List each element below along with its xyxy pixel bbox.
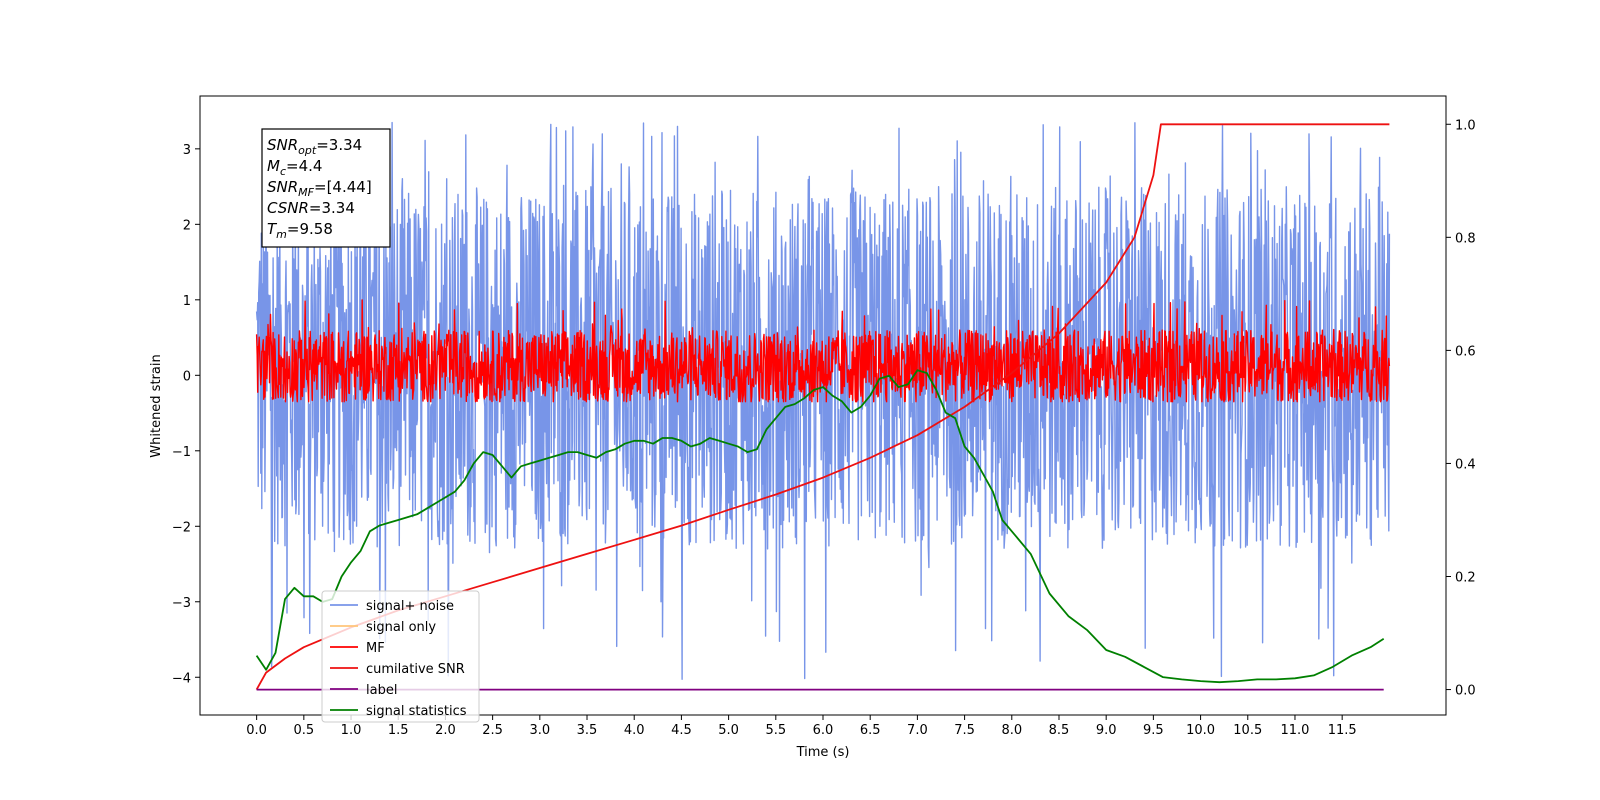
annotation-value: =3.34	[316, 136, 362, 154]
x-tick-label: 3.5	[577, 723, 598, 738]
y2-tick-label: 0.8	[1455, 231, 1476, 246]
y-axis-left: 3 2 1 0 −1 −2 −3 −4	[172, 143, 200, 686]
x-tick-label: 4.5	[671, 723, 692, 738]
x-tick-label: 5.0	[718, 723, 739, 738]
y2-tick-label: 0.6	[1455, 344, 1476, 359]
y-tick-label: −2	[172, 520, 191, 535]
y-tick-label: 1	[183, 294, 191, 309]
y-tick-label: 3	[183, 143, 191, 158]
annotation-value: =3.34	[309, 199, 355, 217]
x-tick-label: 7.0	[907, 723, 928, 738]
x-tick-label: 7.5	[954, 723, 975, 738]
annotation-value: =9.58	[287, 220, 333, 238]
x-tick-label: 0.5	[293, 723, 314, 738]
x-tick-label: 9.5	[1143, 723, 1164, 738]
legend-label: signal statistics	[366, 704, 467, 719]
x-tick-label: 9.0	[1096, 723, 1117, 738]
annotation-subscript: MF	[298, 186, 314, 199]
x-tick-label: 5.5	[765, 723, 786, 738]
x-tick-label: 1.5	[388, 723, 409, 738]
annotation-symbol: T	[267, 220, 278, 238]
y-axis-label: Whitened strain	[149, 354, 164, 457]
x-tick-label: 10.5	[1233, 723, 1262, 738]
series-signal-statistics	[255, 369, 1385, 684]
y-tick-label: −3	[172, 596, 191, 611]
annotation-line: Tm=9.58	[267, 220, 333, 241]
legend-box	[321, 590, 480, 723]
y-tick-label: 0	[183, 369, 191, 384]
legend-label: signal+ noise	[366, 599, 454, 614]
legend-label: MF	[366, 641, 385, 656]
legend-label: cumilative SNR	[366, 662, 465, 677]
x-axis-label: Time (s)	[796, 745, 850, 760]
annotation-value: =4.4	[286, 157, 322, 175]
annotation-value: =[4.44]	[314, 178, 372, 196]
annotation-subscript: c	[280, 165, 286, 178]
legend-item: signal only	[330, 620, 436, 635]
y-tick-label: −1	[172, 445, 191, 460]
x-tick-label: 11.0	[1280, 723, 1309, 738]
annotation-symbol: CSNR	[267, 199, 309, 217]
x-tick-label: 1.0	[341, 723, 362, 738]
legend: signal+ noise signal only MF cumilative SNR…	[321, 590, 480, 723]
series-signal-noise	[255, 121, 1391, 680]
series-mf	[255, 299, 1391, 403]
y2-tick-label: 0.4	[1455, 457, 1476, 472]
annotation-line: Mc=4.4	[267, 157, 322, 178]
x-tick-label: 3.0	[529, 723, 550, 738]
annotation-symbol: SNR	[267, 136, 298, 154]
x-tick-label: 8.0	[1001, 723, 1022, 738]
legend-item: MF	[330, 641, 385, 656]
x-tick-label: 8.5	[1049, 723, 1070, 738]
x-tick-label: 10.0	[1186, 723, 1215, 738]
x-axis: 0.0 0.5 1.0 1.5 2.0 2.5 3.0 3.5 4.0 4.5 5.0 5.5 6.0 6…	[246, 715, 1357, 738]
legend-item: signal+ noise	[330, 599, 454, 614]
annotation-line: SNRopt=3.34	[267, 136, 362, 157]
annotation-line: SNRMF=[4.44]	[267, 178, 372, 199]
x-tick-label: 6.5	[860, 723, 881, 738]
annotation-symbol: M	[267, 157, 280, 175]
x-tick-label: 11.5	[1328, 723, 1357, 738]
legend-item: cumilative SNR	[330, 662, 465, 677]
x-tick-label: 2.5	[482, 723, 503, 738]
y2-tick-label: 0.2	[1455, 571, 1476, 586]
stats-annotation-box: SNRopt=3.34Mc=4.4SNRMF=[4.44]CSNR=3.34Tm…	[261, 128, 391, 248]
x-tick-label: 4.0	[624, 723, 645, 738]
annotation-symbol: SNR	[267, 178, 298, 196]
x-tick-label: 2.0	[435, 723, 456, 738]
x-tick-label: 0.0	[246, 723, 267, 738]
annotation-subscript: m	[276, 228, 287, 241]
legend-label: signal only	[366, 620, 436, 635]
annotation-subscript: opt	[298, 144, 317, 157]
legend-item: label	[330, 683, 397, 698]
annotation-box	[261, 128, 391, 248]
y2-tick-label: 0.0	[1455, 684, 1476, 699]
legend-item: signal statistics	[330, 704, 467, 719]
y2-tick-label: 1.0	[1455, 118, 1476, 133]
y-tick-label: −4	[172, 671, 191, 686]
y-axis-right: 1.0 0.8 0.6 0.4 0.2 0.0	[1446, 118, 1476, 699]
legend-label: label	[366, 683, 397, 698]
y-tick-label: 2	[183, 218, 191, 233]
annotation-line: CSNR=3.34	[267, 199, 355, 217]
x-tick-label: 6.0	[813, 723, 834, 738]
